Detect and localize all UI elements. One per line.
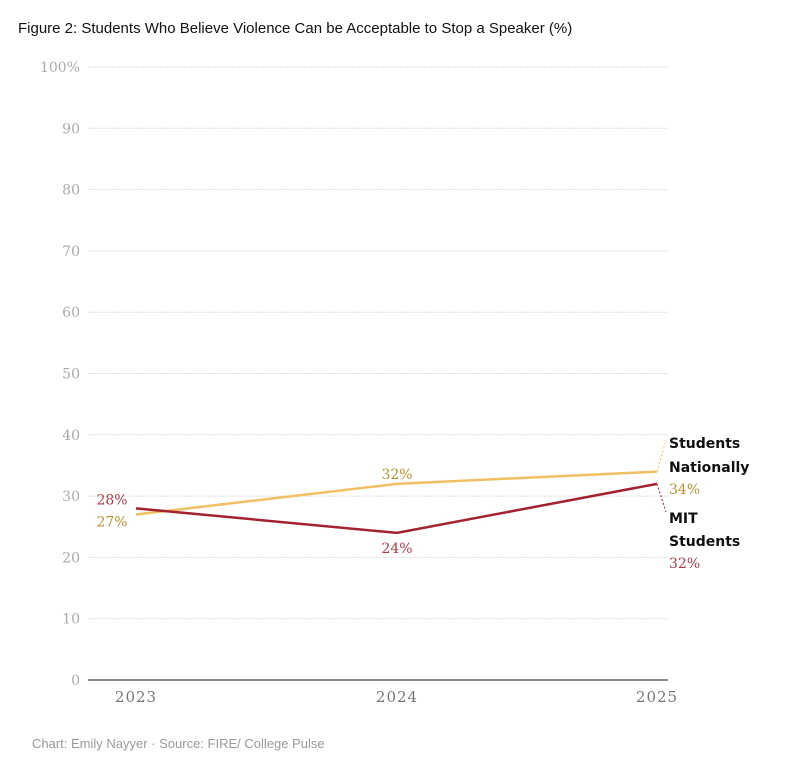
y-tick-label: 30 bbox=[62, 489, 80, 505]
chart-credit: Chart: Emily Nayyer · Source: FIRE/ Coll… bbox=[32, 736, 325, 751]
series-line-0 bbox=[135, 470, 658, 516]
y-tick-label: 0 bbox=[71, 673, 80, 689]
series-label: Students bbox=[669, 534, 740, 550]
y-tick-label: 50 bbox=[62, 367, 80, 383]
data-label: 24% bbox=[381, 541, 412, 557]
data-label: 27% bbox=[96, 514, 127, 530]
data-label: 32% bbox=[381, 467, 412, 483]
data-label: 28% bbox=[96, 492, 127, 508]
y-tick-label: 40 bbox=[62, 428, 80, 444]
leader-line bbox=[656, 439, 667, 472]
x-tick-label: 2024 bbox=[376, 688, 418, 706]
series-label: Students bbox=[669, 436, 740, 452]
y-tick-label: 60 bbox=[62, 305, 80, 321]
series-line-1 bbox=[135, 482, 658, 535]
y-tick-label: 90 bbox=[62, 121, 80, 137]
leader-line bbox=[656, 483, 667, 513]
y-tick-label: 70 bbox=[62, 244, 80, 260]
chart-title: Figure 2: Students Who Believe Violence … bbox=[18, 20, 573, 37]
series-label: MIT bbox=[669, 511, 698, 527]
end-value-label: 34% bbox=[669, 482, 700, 498]
y-tick-label: 10 bbox=[62, 612, 80, 628]
y-tick-label: 80 bbox=[62, 183, 80, 199]
y-tick-label: 20 bbox=[62, 550, 80, 566]
y-tick-label: 100% bbox=[40, 60, 80, 76]
end-value-label: 32% bbox=[669, 556, 700, 572]
x-tick-label: 2025 bbox=[636, 688, 678, 706]
x-tick-label: 2023 bbox=[115, 688, 157, 706]
series-label: Nationally bbox=[669, 460, 749, 476]
